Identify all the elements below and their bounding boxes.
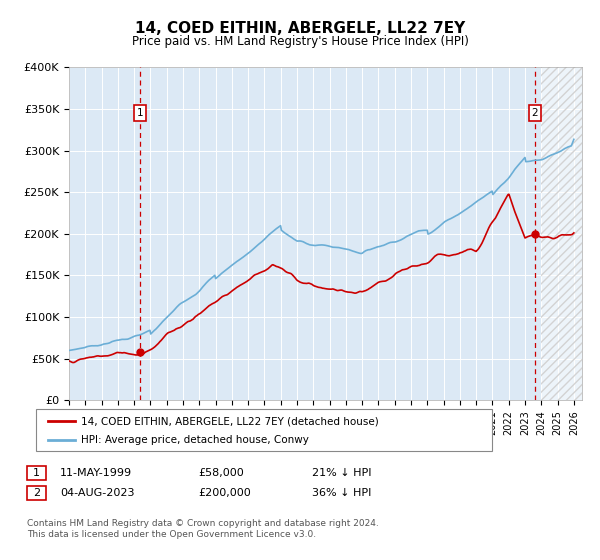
Text: 1: 1 xyxy=(137,108,143,118)
Text: 1: 1 xyxy=(33,468,40,478)
Bar xyxy=(541,67,582,400)
Text: This data is licensed under the Open Government Licence v3.0.: This data is licensed under the Open Gov… xyxy=(27,530,316,539)
Bar xyxy=(541,67,582,400)
Text: Contains HM Land Registry data © Crown copyright and database right 2024.: Contains HM Land Registry data © Crown c… xyxy=(27,519,379,528)
Text: 14, COED EITHIN, ABERGELE, LL22 7EY (detached house): 14, COED EITHIN, ABERGELE, LL22 7EY (det… xyxy=(81,417,379,426)
Text: 2: 2 xyxy=(531,108,538,118)
Text: 14, COED EITHIN, ABERGELE, LL22 7EY: 14, COED EITHIN, ABERGELE, LL22 7EY xyxy=(135,21,465,36)
Text: £58,000: £58,000 xyxy=(198,468,244,478)
Text: £200,000: £200,000 xyxy=(198,488,251,498)
Text: 11-MAY-1999: 11-MAY-1999 xyxy=(60,468,132,478)
Text: 21% ↓ HPI: 21% ↓ HPI xyxy=(312,468,371,478)
Text: 2: 2 xyxy=(33,488,40,498)
Text: 36% ↓ HPI: 36% ↓ HPI xyxy=(312,488,371,498)
Text: 04-AUG-2023: 04-AUG-2023 xyxy=(60,488,134,498)
Text: Price paid vs. HM Land Registry's House Price Index (HPI): Price paid vs. HM Land Registry's House … xyxy=(131,35,469,48)
Text: HPI: Average price, detached house, Conwy: HPI: Average price, detached house, Conw… xyxy=(81,435,309,445)
